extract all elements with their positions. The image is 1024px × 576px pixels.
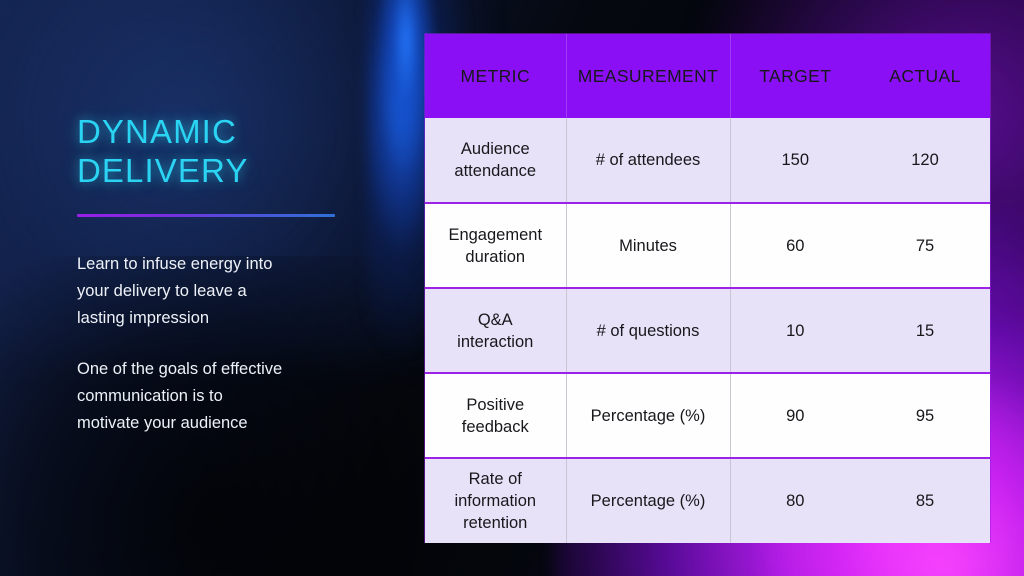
metrics-table: METRIC MEASUREMENT TARGET ACTUAL Audienc… [425,34,990,543]
table-header-row: METRIC MEASUREMENT TARGET ACTUAL [425,34,990,118]
cell-metric: Rate of information retention [425,457,567,543]
cell-actual: 15 [860,287,990,373]
column-header-target: TARGET [730,34,860,118]
cell-metric: Q&A interaction [425,287,567,373]
cell-target: 90 [730,372,860,458]
body-paragraph-2: One of the goals of effective communicat… [77,360,283,432]
cell-actual: 75 [860,202,990,288]
cell-actual: 95 [860,372,990,458]
cell-measurement: Percentage (%) [566,372,731,458]
title-divider [77,214,335,217]
cell-measurement: Minutes [566,202,731,288]
cell-actual: 120 [860,118,990,203]
cell-actual: 85 [860,457,990,543]
body-paragraph-1: Learn to infuse energy into your deliver… [77,255,273,327]
cell-measurement: Percentage (%) [566,457,731,543]
table-row: Engagement duration Minutes 60 75 [425,202,990,288]
table-row: Audience attendance # of attendees 150 1… [425,118,990,203]
column-header-measurement: MEASUREMENT [566,34,731,118]
cell-target: 80 [730,457,860,543]
cell-target: 150 [730,118,860,203]
cell-target: 10 [730,287,860,373]
metrics-table-container: METRIC MEASUREMENT TARGET ACTUAL Audienc… [425,34,990,543]
column-header-actual: ACTUAL [860,34,990,118]
table-body: Audience attendance # of attendees 150 1… [425,118,990,543]
column-header-metric: METRIC [425,34,567,118]
cell-measurement: # of attendees [566,118,731,203]
left-text-pane: DYNAMIC DELIVERY Learn to infuse energy … [77,112,367,437]
cell-metric: Audience attendance [425,118,567,203]
cell-metric: Engagement duration [425,202,567,288]
table-row: Rate of information retention Percentage… [425,457,990,543]
cell-measurement: # of questions [566,287,731,373]
table-row: Q&A interaction # of questions 10 15 [425,287,990,373]
cell-metric: Positive feedback [425,372,567,458]
page-title: DYNAMIC DELIVERY [77,113,249,189]
cell-target: 60 [730,202,860,288]
table-header: METRIC MEASUREMENT TARGET ACTUAL [425,34,990,118]
table-row: Positive feedback Percentage (%) 90 95 [425,372,990,458]
